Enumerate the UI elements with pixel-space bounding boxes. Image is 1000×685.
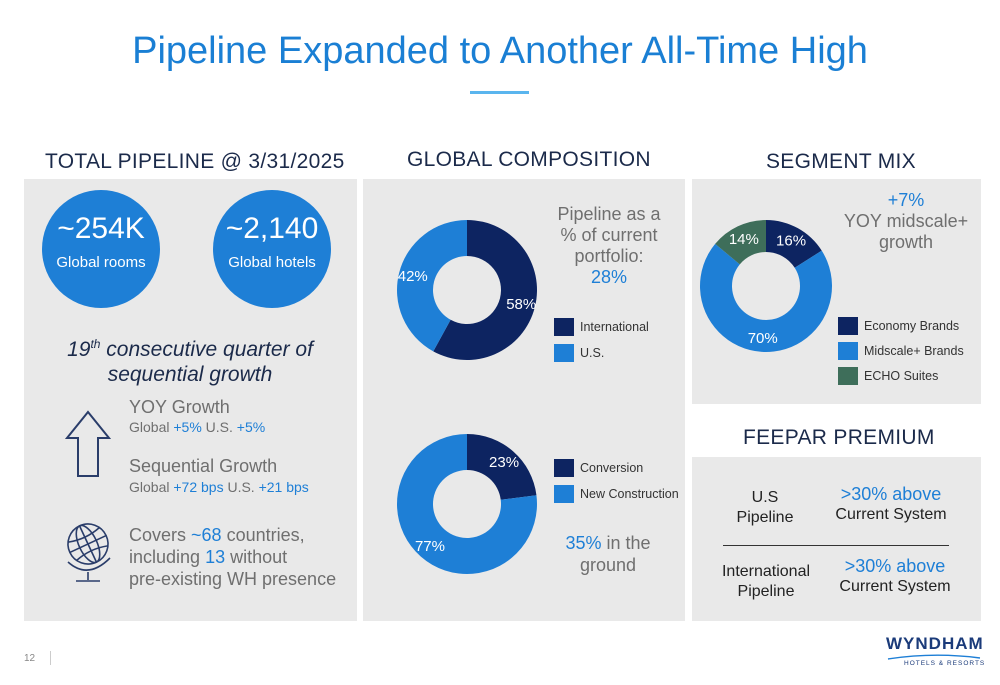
composition-legend-2: Conversion New Construction — [554, 459, 679, 503]
sequential-growth-label: Sequential Growth — [129, 456, 278, 476]
global-rooms-value: ~254K — [57, 212, 145, 245]
global-rooms-circle: ~254K Global rooms — [42, 190, 160, 308]
portfolio-percent-text: Pipeline as a % of current portfolio: 28… — [557, 204, 661, 287]
conversion-construction-donut: 23% 77% — [397, 434, 537, 574]
international-us-donut: 58% 42% — [397, 220, 537, 360]
segment-mix-heading: SEGMENT MIX — [766, 150, 916, 173]
legend-international: International — [554, 318, 649, 336]
feepar-divider — [723, 545, 949, 546]
legend-echo: ECHO Suites — [838, 367, 964, 385]
donut-slice-new-construction — [397, 434, 537, 574]
feepar-us-label: U.S Pipeline — [736, 489, 794, 526]
legend-midscale: Midscale+ Brands — [838, 342, 964, 360]
page-title: Pipeline Expanded to Another All-Time Hi… — [132, 30, 868, 72]
donut-slice-u-s- — [397, 220, 467, 352]
legend-swatch — [838, 367, 858, 385]
legend-swatch — [838, 342, 858, 360]
legend-swatch — [554, 344, 574, 362]
page-number: 12 — [24, 653, 36, 664]
legend-swatch — [554, 318, 574, 336]
globe-icon — [67, 523, 111, 582]
global-composition-heading: GLOBAL COMPOSITION — [407, 148, 651, 171]
yoy-growth-values: Global +5% U.S. +5% — [129, 419, 266, 435]
feepar-heading: FEEPAR PREMIUM — [743, 426, 935, 449]
legend-economy: Economy Brands — [838, 317, 964, 335]
segment-legend: Economy Brands Midscale+ Brands ECHO Sui… — [838, 317, 964, 385]
donut-label-new-construction: 77% — [415, 538, 445, 555]
legend-us: U.S. — [554, 344, 649, 362]
sequential-growth-values: Global +72 bps U.S. +21 bps — [129, 479, 309, 495]
up-arrow-icon — [64, 410, 112, 477]
donut-slice-international — [433, 220, 537, 360]
legend-swatch — [838, 317, 858, 335]
total-pipeline-heading: TOTAL PIPELINE @ 3/31/2025 — [45, 150, 345, 173]
feepar-international-value: >30% above Current System — [839, 556, 951, 595]
global-rooms-label: Global rooms — [56, 254, 146, 271]
legend-swatch — [554, 485, 574, 503]
legend-new-construction: New Construction — [554, 485, 679, 503]
segment-mix-panel — [692, 179, 981, 404]
legend-swatch — [554, 459, 574, 477]
donut-label-conversion: 23% — [489, 454, 519, 471]
midscale-growth-text: +7% YOY midscale+ growth — [843, 190, 969, 252]
yoy-growth-label: YOY Growth — [129, 397, 230, 417]
donut-label-echo-suites: 14% — [729, 231, 759, 248]
donut-label-international: 58% — [506, 296, 536, 313]
legend-conversion: Conversion — [554, 459, 679, 477]
donut-slice-midscale-brands — [700, 243, 832, 352]
composition-legend-1: International U.S. — [554, 318, 649, 362]
global-hotels-value: ~2,140 — [225, 212, 319, 245]
segment-mix-donut: 16% 70% 14% — [700, 220, 832, 352]
logo-swoosh-icon — [887, 654, 981, 660]
consecutive-quarter-text: 19th consecutive quarter of sequential g… — [67, 337, 313, 386]
donut-label-midscale-brands: 70% — [748, 330, 778, 347]
wyndham-logo: WYNDHAM HOTELS & RESORTS — [886, 634, 986, 667]
in-ground-text: 35% in the ground — [565, 533, 651, 575]
feepar-panel — [692, 457, 981, 621]
donut-label-economy-brands: 16% — [776, 232, 806, 249]
donut-slice-economy-brands — [766, 220, 822, 268]
donut-slice-conversion — [467, 434, 537, 500]
global-hotels-circle: ~2,140 Global hotels — [213, 190, 331, 308]
title-underline — [470, 91, 529, 94]
footer-divider — [50, 651, 51, 665]
countries-coverage-text: Covers ~68 countries, including 13 witho… — [129, 525, 337, 589]
feepar-international-label: International Pipeline — [721, 563, 811, 600]
donut-label-u-s-: 42% — [398, 268, 428, 285]
feepar-us-value: >30% above Current System — [835, 484, 947, 523]
global-hotels-label: Global hotels — [228, 254, 316, 271]
donut-slice-echo-suites — [715, 220, 766, 265]
